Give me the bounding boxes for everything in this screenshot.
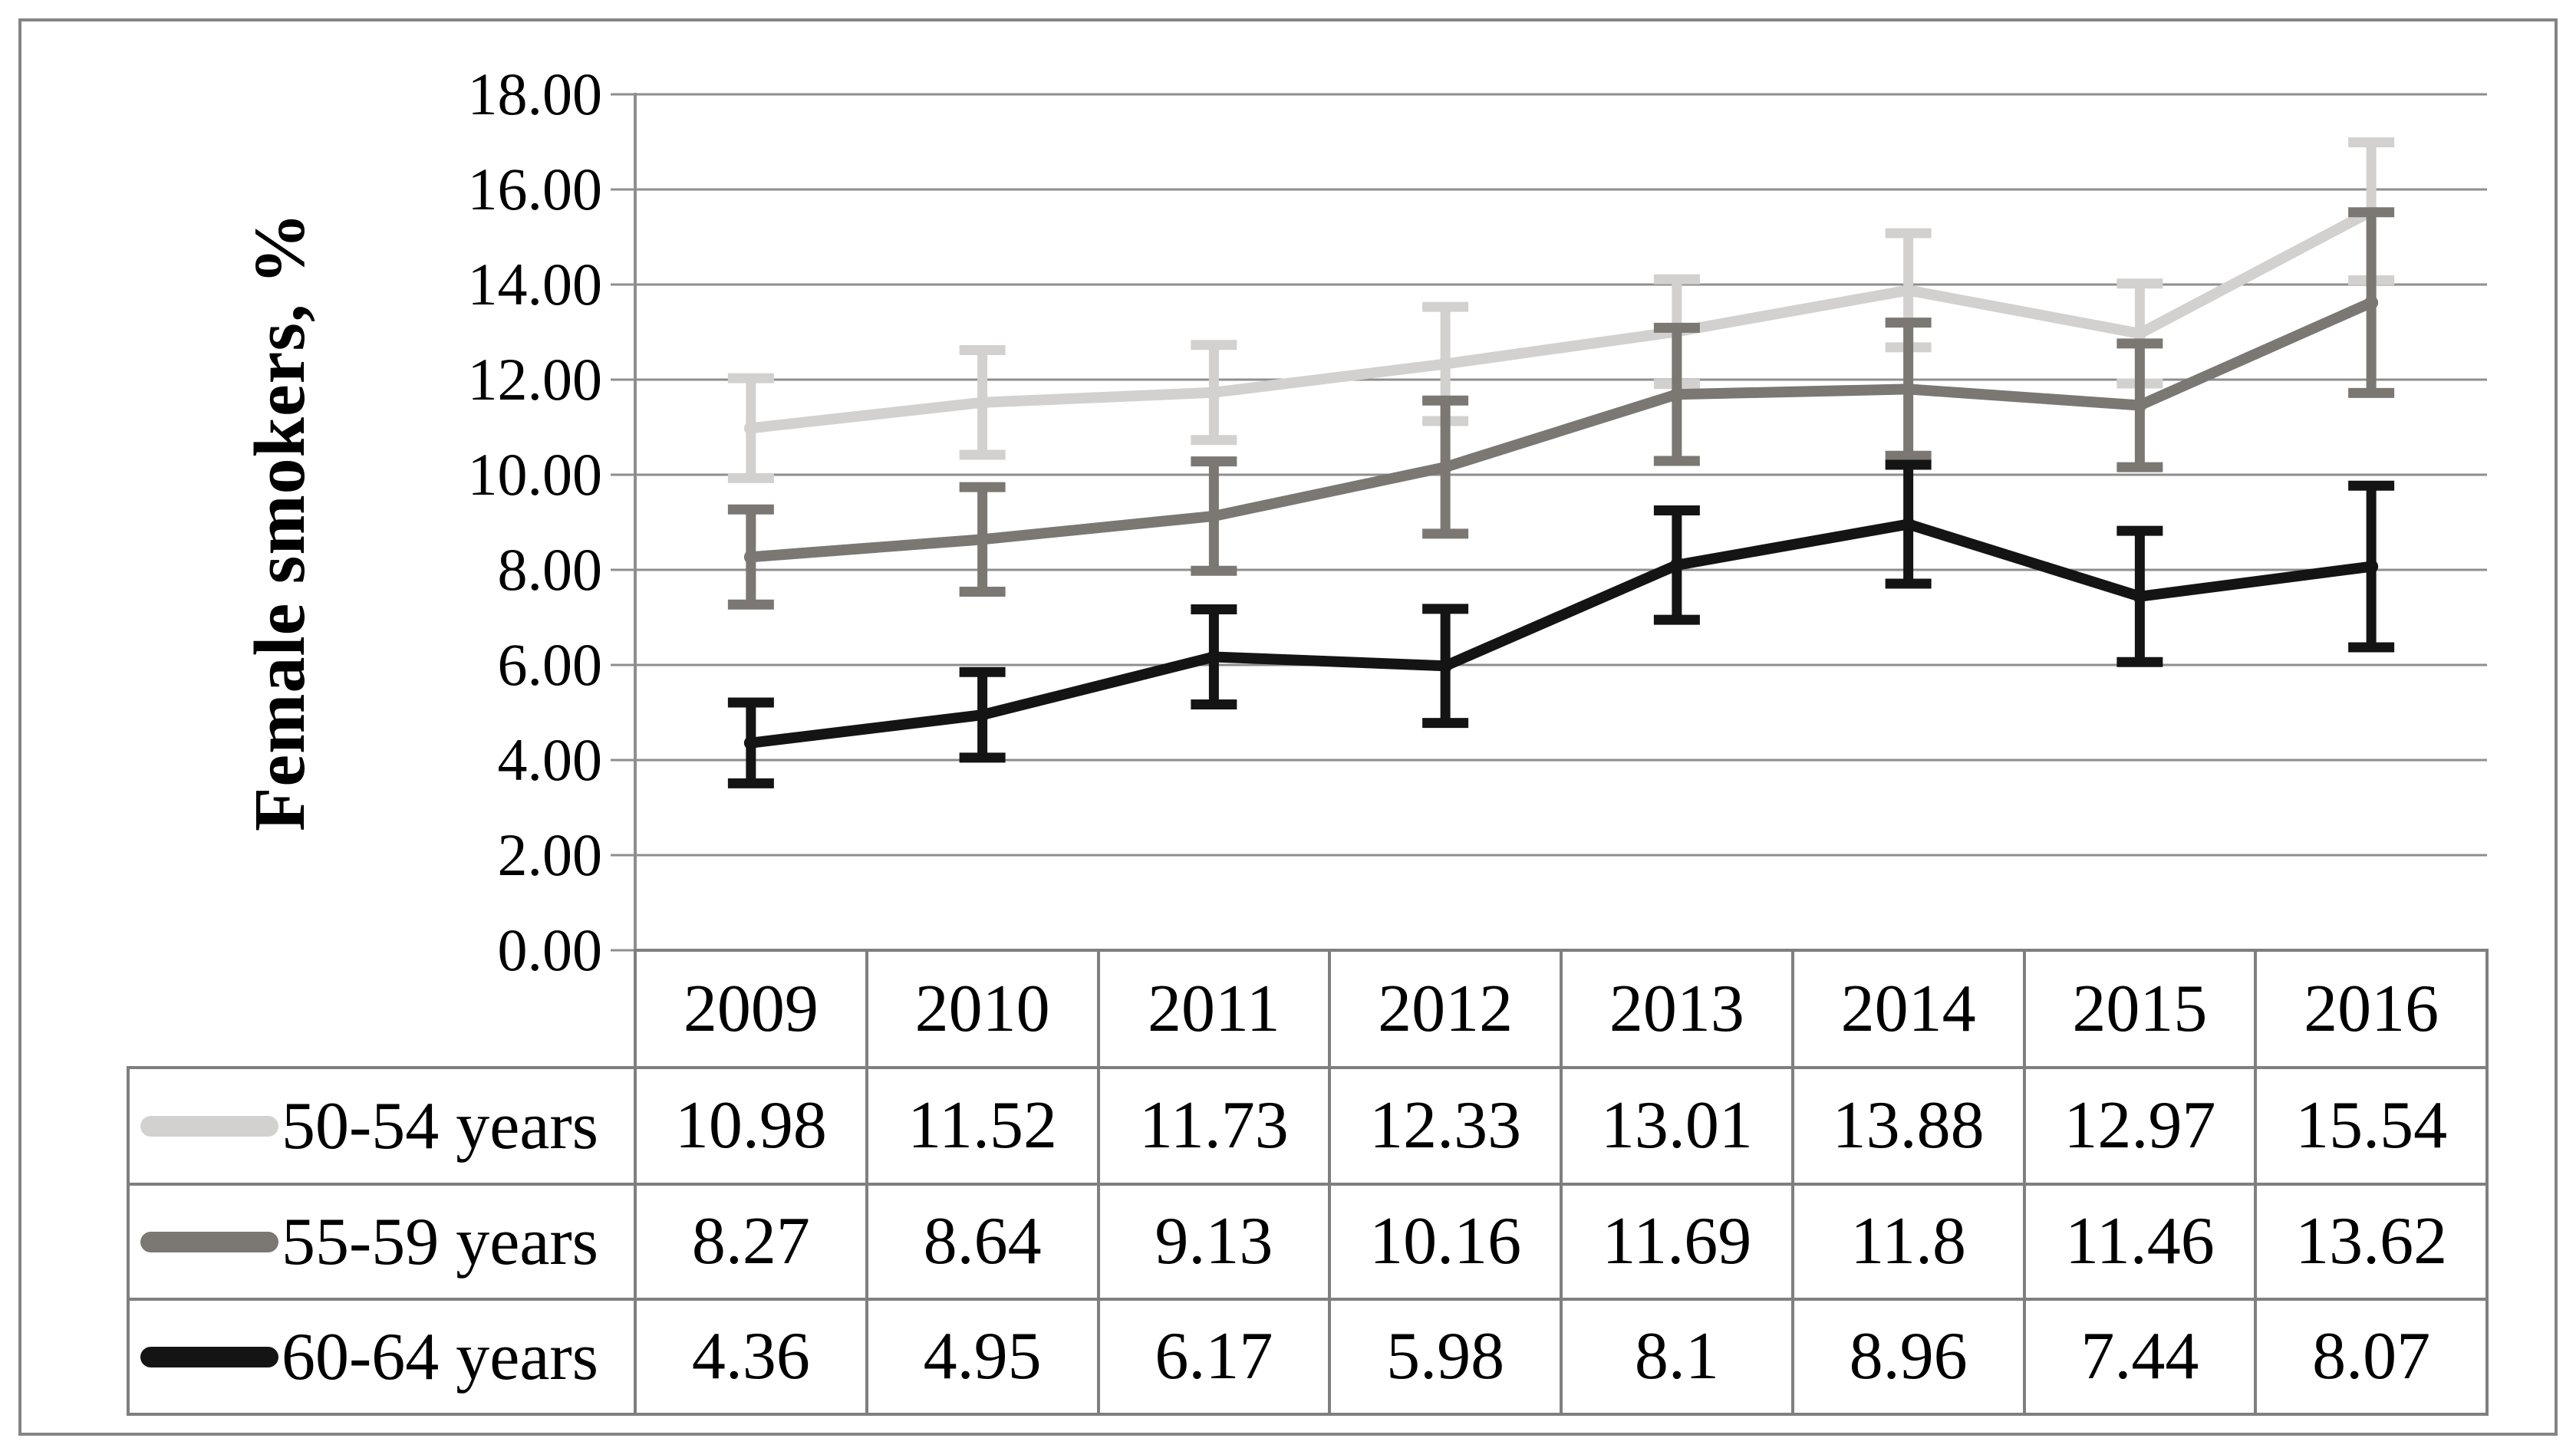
legend-line-marker: [140, 1231, 278, 1252]
y-tick-label: 4.00: [497, 726, 603, 793]
table-border-vertical: [2254, 949, 2258, 1416]
table-value-cell: 10.98: [674, 1088, 827, 1163]
table-border-vertical: [2022, 949, 2026, 1416]
table-value-cell: 5.98: [1386, 1319, 1505, 1394]
table-value-cell: 10.16: [1369, 1204, 1522, 1279]
table-value-cell: 4.36: [691, 1319, 810, 1394]
table-value-cell: 4.95: [923, 1319, 1042, 1394]
table-value-cell: 12.97: [2064, 1088, 2216, 1163]
plot-area: [611, 93, 2487, 952]
table-value-cell: 11.46: [2065, 1204, 2215, 1279]
table-value-cell: 11.8: [1850, 1204, 1966, 1279]
data-point-marker: [1207, 508, 1221, 523]
table-value-cell: 12.33: [1369, 1088, 1522, 1163]
table-value-cell: 7.44: [2080, 1319, 2199, 1394]
y-tick-label: 16.00: [467, 156, 603, 222]
table-header-year: 2012: [1378, 972, 1514, 1046]
legend-label: 50-54 years: [282, 1088, 598, 1163]
table-value-cell: 13.01: [1600, 1088, 1753, 1163]
y-tick-label: 6.00: [497, 631, 603, 698]
table-border-vertical: [1790, 949, 1794, 1416]
table-border-vertical: [1096, 949, 1100, 1416]
table-value-cell: 8.96: [1849, 1319, 1968, 1394]
legend-item-55-59-years: 55-59 years: [128, 1184, 635, 1299]
data-point-marker: [1901, 382, 1916, 397]
table-value-cell: 13.62: [2295, 1204, 2448, 1279]
table-border-left: [127, 1066, 130, 1416]
table-value-cell: 11.73: [1139, 1088, 1289, 1163]
data-point-marker: [2364, 295, 2379, 310]
data-point-marker: [1901, 283, 1916, 298]
data-point-marker: [975, 708, 990, 722]
table-border-horizontal: [127, 1413, 2489, 1416]
y-tick-label: 12.00: [467, 346, 603, 413]
y-tick-label: 10.00: [467, 441, 603, 508]
data-point-marker: [743, 550, 758, 564]
table-value-cell: 8.64: [923, 1204, 1042, 1279]
y-tick-label: 14.00: [467, 251, 603, 318]
data-point-marker: [2133, 326, 2147, 341]
legend-line-marker: [140, 1346, 278, 1367]
table-header-year: 2010: [914, 972, 1050, 1046]
legend-label: 60-64 years: [282, 1319, 598, 1394]
y-axis-title: Female smokers, %: [240, 212, 320, 831]
table-header-year: 2013: [1609, 972, 1744, 1046]
data-point-marker: [1438, 659, 1453, 673]
series-55-59-years: [727, 207, 2395, 610]
data-point-marker: [975, 532, 990, 547]
data-point-marker: [1207, 385, 1221, 400]
table-header-year: 2015: [2072, 972, 2208, 1046]
table-border-horizontal: [127, 1066, 2489, 1069]
legend-item-50-54-years: 50-54 years: [128, 1068, 635, 1184]
table-value-cell: 8.07: [2312, 1319, 2431, 1394]
y-tick-label: 8.00: [497, 536, 603, 603]
series-60-64-years: [727, 459, 2395, 788]
data-point-marker: [1901, 517, 1916, 531]
table-border-vertical: [1328, 949, 1332, 1416]
table-value-cell: 11.69: [1602, 1204, 1752, 1279]
y-tick-label: 0.00: [497, 917, 603, 983]
table-border-right: [2485, 949, 2489, 1416]
table-value-cell: 13.88: [1832, 1088, 1985, 1163]
data-point-marker: [2133, 398, 2147, 413]
table-value-cell: 15.54: [2295, 1088, 2448, 1163]
table-header-year: 2016: [2304, 972, 2439, 1046]
data-point-marker: [743, 736, 758, 750]
table-header-year: 2011: [1148, 972, 1280, 1046]
table-value-cell: 6.17: [1155, 1319, 1273, 1394]
data-point-marker: [743, 421, 758, 436]
data-point-marker: [1438, 357, 1453, 371]
table-value-cell: 11.52: [908, 1088, 1057, 1163]
legend-label: 55-59 years: [282, 1204, 598, 1279]
table-value-cell: 9.13: [1155, 1204, 1273, 1279]
table-value-cell: 8.1: [1634, 1319, 1719, 1394]
table-border-vertical: [634, 949, 637, 1416]
data-point-marker: [1669, 387, 1684, 402]
data-point-marker: [2133, 589, 2147, 604]
y-tick-label: 2.00: [497, 821, 603, 888]
legend-line-marker: [140, 1115, 278, 1137]
table-border-vertical: [1560, 949, 1563, 1416]
figure-border: [18, 18, 2558, 1436]
table-border-horizontal: [127, 1183, 2489, 1186]
table-header-year: 2014: [1840, 972, 1976, 1046]
series-line-50-54-years: [745, 206, 2377, 434]
data-point-marker: [1438, 460, 1453, 475]
y-tick-label: 18.00: [467, 61, 603, 127]
data-point-marker: [975, 395, 990, 410]
table-value-cell: 8.27: [691, 1204, 810, 1279]
data-point-marker: [1669, 558, 1684, 572]
table-border-horizontal: [127, 1298, 2489, 1301]
series-line-60-64-years: [745, 518, 2377, 749]
table-border-vertical: [865, 949, 868, 1416]
table-header-year: 2009: [683, 972, 819, 1046]
data-point-marker: [2364, 559, 2379, 574]
data-point-marker: [1207, 650, 1221, 664]
series-line-55-59-years: [745, 297, 2377, 563]
legend-item-60-64-years: 60-64 years: [128, 1299, 635, 1414]
